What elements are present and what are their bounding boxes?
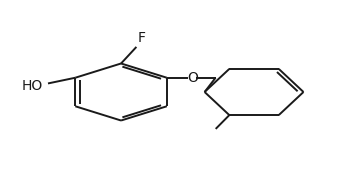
Text: F: F — [138, 31, 146, 45]
Text: HO: HO — [21, 79, 43, 93]
Text: O: O — [187, 71, 198, 85]
